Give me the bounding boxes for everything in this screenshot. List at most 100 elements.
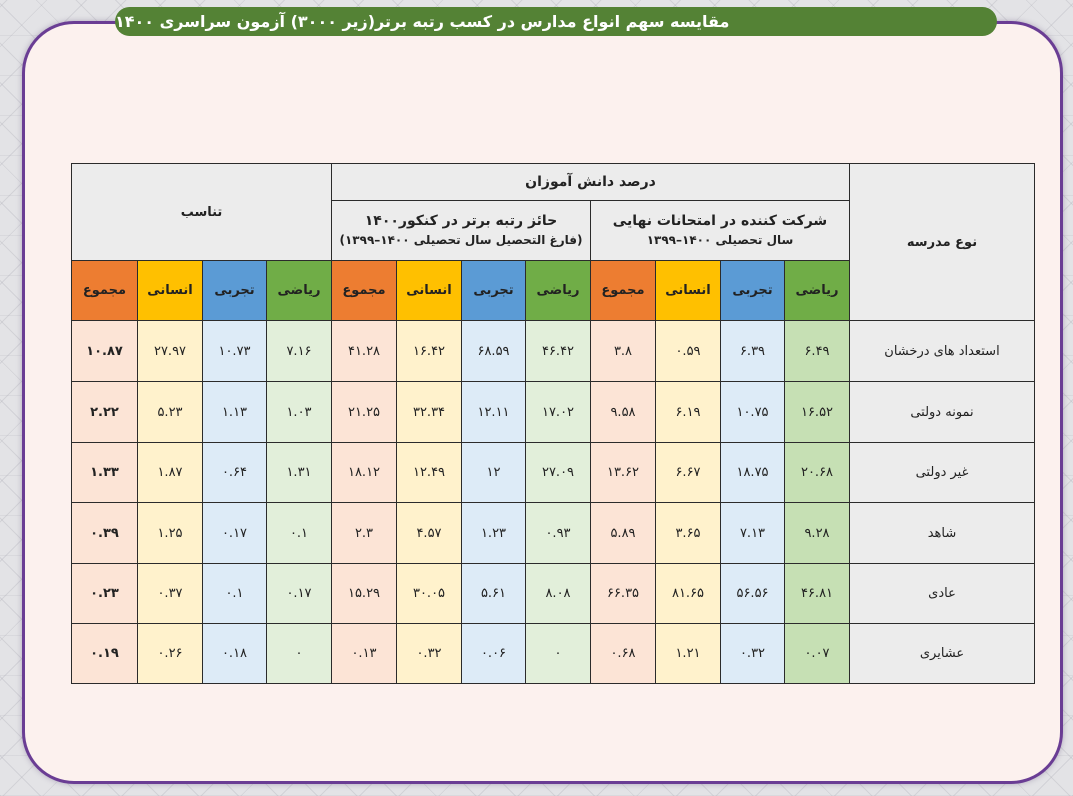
top-rank-total: ۰.۱۳ — [331, 623, 397, 684]
participants-experimental: ۶.۳۹ — [720, 320, 785, 382]
ratio-total: ۱۰.۸۷ — [71, 320, 138, 382]
participants-math: ۴۶.۸۱ — [784, 563, 850, 624]
subheader-experimental: تجربی — [202, 260, 267, 321]
table-row: عشایری ۰.۰۷ ۰.۳۲ ۱.۲۱ ۰.۶۸ ۰ ۰.۰۶ ۰.۳۲ ۰… — [71, 623, 1035, 684]
ratio-humanities: ۲۷.۹۷ — [137, 320, 203, 382]
participants-total: ۱۳.۶۲ — [590, 442, 656, 503]
participants-total: ۶۶.۳۵ — [590, 563, 656, 624]
participants-experimental: ۱۰.۷۵ — [720, 381, 785, 443]
subheader-humanities: انسانی — [137, 260, 203, 321]
participants-total: ۹.۵۸ — [590, 381, 656, 443]
top-rank-humanities: ۱۲.۴۹ — [396, 442, 462, 503]
top-rank-math: ۰ — [525, 623, 591, 684]
table-row: عادی ۴۶.۸۱ ۵۶.۵۶ ۸۱.۶۵ ۶۶.۳۵ ۸.۰۸ ۵.۶۱ ۳… — [71, 563, 1035, 624]
participants-experimental: ۷.۱۳ — [720, 502, 785, 564]
table-row: نمونه دولتی ۱۶.۵۲ ۱۰.۷۵ ۶.۱۹ ۹.۵۸ ۱۷.۰۲ … — [71, 381, 1035, 443]
top-rank-experimental: ۶۸.۵۹ — [461, 320, 526, 382]
ratio-total: ۱.۳۳ — [71, 442, 138, 503]
subheader-math: ریاضی — [266, 260, 332, 321]
top-rank-experimental: ۰.۰۶ — [461, 623, 526, 684]
ratio-experimental: ۰.۱ — [202, 563, 267, 624]
participants-experimental: ۵۶.۵۶ — [720, 563, 785, 624]
subheader-humanities: انسانی — [396, 260, 462, 321]
subheader-total: مجموع — [71, 260, 138, 321]
ratio-experimental: ۱۰.۷۳ — [202, 320, 267, 382]
ratio-experimental: ۰.۱۷ — [202, 502, 267, 564]
page-title: مقایسه سهم انواع مدارس در کسب رتبه برتر(… — [115, 12, 730, 31]
ratio-math: ۱.۳۱ — [266, 442, 332, 503]
participants-total: ۳.۸ — [590, 320, 656, 382]
top-rank-total: ۱۸.۱۲ — [331, 442, 397, 503]
table-row: استعداد های درخشان ۶.۴۹ ۶.۳۹ ۰.۵۹ ۳.۸ ۴۶… — [71, 320, 1035, 382]
ratio-experimental: ۰.۶۴ — [202, 442, 267, 503]
participants-math: ۲۰.۶۸ — [784, 442, 850, 503]
table-row: شاهد ۹.۲۸ ۷.۱۳ ۳.۶۵ ۵.۸۹ ۰.۹۳ ۱.۲۳ ۴.۵۷ … — [71, 502, 1035, 564]
ratio-total: ۲.۲۲ — [71, 381, 138, 443]
school-type-cell: شاهد — [849, 502, 1035, 564]
ratio-experimental: ۰.۱۸ — [202, 623, 267, 684]
participants-math: ۹.۲۸ — [784, 502, 850, 564]
subheader-experimental: تجربی — [720, 260, 785, 321]
ratio-math: ۰.۱۷ — [266, 563, 332, 624]
subheader-math: ریاضی — [784, 260, 850, 321]
top-rank-math: ۸.۰۸ — [525, 563, 591, 624]
top-rank-experimental: ۱۲ — [461, 442, 526, 503]
top-rank-humanities: ۳۲.۳۴ — [396, 381, 462, 443]
participants-math: ۱۶.۵۲ — [784, 381, 850, 443]
header-exam-participants-line2: سال تحصیلی ۱۴۰۰–۱۳۹۹ — [646, 232, 794, 247]
header-exam-participants-line1: شرکت کننده در امتحانات نهایی — [612, 212, 828, 229]
top-rank-humanities: ۳۰.۰۵ — [396, 563, 462, 624]
ratio-math: ۰ — [266, 623, 332, 684]
school-type-cell: عادی — [849, 563, 1035, 624]
top-rank-experimental: ۱۲.۱۱ — [461, 381, 526, 443]
top-rank-total: ۱۵.۲۹ — [331, 563, 397, 624]
top-rank-total: ۲.۳ — [331, 502, 397, 564]
header-students-percent-label: درصد دانش آموزان — [525, 174, 656, 190]
top-rank-humanities: ۱۶.۴۲ — [396, 320, 462, 382]
header-school-type-label: نوع مدرسه — [906, 234, 978, 250]
top-rank-experimental: ۱.۲۳ — [461, 502, 526, 564]
participants-experimental: ۱۸.۷۵ — [720, 442, 785, 503]
ratio-total: ۰.۳۹ — [71, 502, 138, 564]
school-type-cell: استعداد های درخشان — [849, 320, 1035, 382]
header-school-type: نوع مدرسه — [849, 163, 1035, 321]
subheader-row: ریاضی تجربی انسانی مجموع ریاضی تجربی انس… — [71, 260, 1035, 321]
subheader-experimental: تجربی — [461, 260, 526, 321]
header-top-rank: حائز رتبه برتر در کنکور۱۴۰۰ (فارغ التحصی… — [331, 200, 591, 261]
participants-humanities: ۰.۵۹ — [655, 320, 721, 382]
subheader-humanities: انسانی — [655, 260, 721, 321]
top-rank-math: ۴۶.۴۲ — [525, 320, 591, 382]
school-type-cell: غیر دولتی — [849, 442, 1035, 503]
ratio-math: ۷.۱۶ — [266, 320, 332, 382]
ratio-math: ۰.۱ — [266, 502, 332, 564]
subheader-total: مجموع — [590, 260, 656, 321]
ratio-total: ۰.۲۳ — [71, 563, 138, 624]
participants-total: ۵.۸۹ — [590, 502, 656, 564]
subheader-total: مجموع — [331, 260, 397, 321]
top-rank-total: ۲۱.۲۵ — [331, 381, 397, 443]
ratio-humanities: ۱.۸۷ — [137, 442, 203, 503]
participants-humanities: ۶.۶۷ — [655, 442, 721, 503]
table-row: غیر دولتی ۲۰.۶۸ ۱۸.۷۵ ۶.۶۷ ۱۳.۶۲ ۲۷.۰۹ ۱… — [71, 442, 1035, 503]
participants-humanities: ۶.۱۹ — [655, 381, 721, 443]
header-top-rank-line1: حائز رتبه برتر در کنکور۱۴۰۰ — [364, 212, 558, 229]
header-top-rank-line2: (فارغ التحصیل سال تحصیلی ۱۴۰۰–۱۳۹۹) — [339, 232, 583, 247]
header-ratio: تناسب — [71, 163, 332, 261]
ratio-humanities: ۱.۲۵ — [137, 502, 203, 564]
top-rank-humanities: ۰.۳۲ — [396, 623, 462, 684]
school-share-table: نوع مدرسه درصد دانش آموزان تناسب شرکت کن… — [71, 163, 1035, 684]
header-students-percent: درصد دانش آموزان — [331, 163, 850, 201]
ratio-total: ۰.۱۹ — [71, 623, 138, 684]
header-ratio-label: تناسب — [180, 204, 223, 220]
ratio-experimental: ۱.۱۳ — [202, 381, 267, 443]
participants-total: ۰.۶۸ — [590, 623, 656, 684]
top-rank-total: ۴۱.۲۸ — [331, 320, 397, 382]
participants-experimental: ۰.۳۲ — [720, 623, 785, 684]
ratio-math: ۱.۰۳ — [266, 381, 332, 443]
school-type-cell: عشایری — [849, 623, 1035, 684]
participants-humanities: ۸۱.۶۵ — [655, 563, 721, 624]
ratio-humanities: ۵.۲۳ — [137, 381, 203, 443]
participants-math: ۰.۰۷ — [784, 623, 850, 684]
top-rank-math: ۲۷.۰۹ — [525, 442, 591, 503]
top-rank-math: ۱۷.۰۲ — [525, 381, 591, 443]
